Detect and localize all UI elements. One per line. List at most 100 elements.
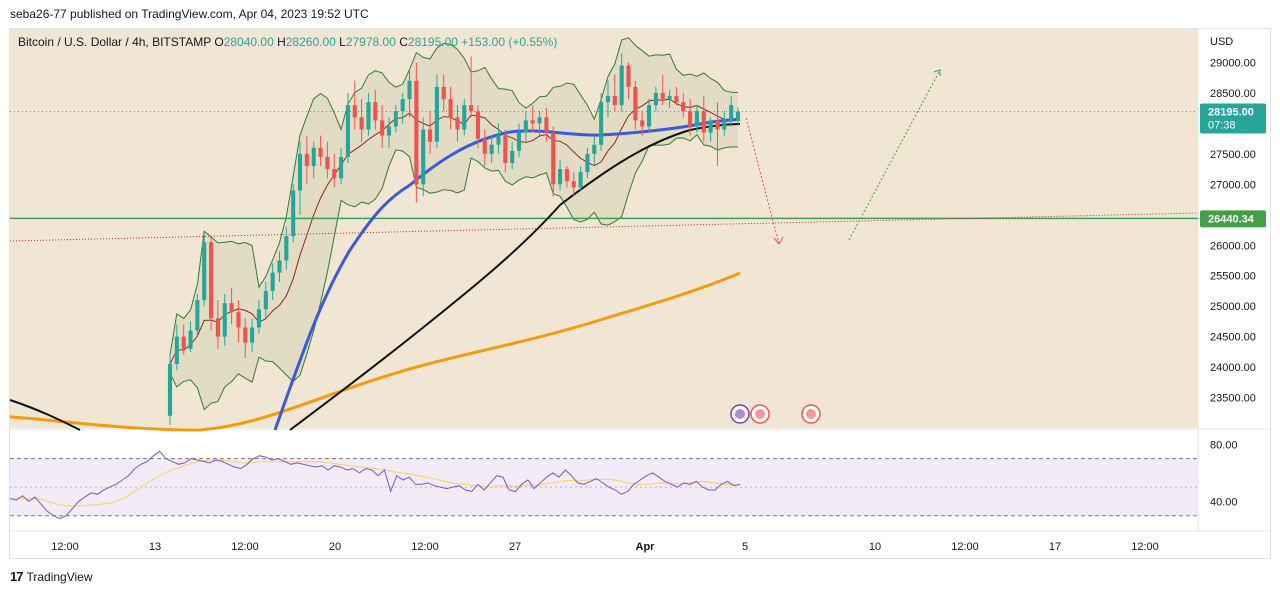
price-tick-label: 24000.00 xyxy=(1210,362,1256,374)
current-price-label: 28195.00 xyxy=(1208,107,1254,119)
candle-body xyxy=(345,105,350,157)
price-tick-label: 25500.00 xyxy=(1210,271,1256,283)
current-price-badge xyxy=(1200,103,1266,134)
candle-body xyxy=(735,111,741,121)
bearish-projection-arrow xyxy=(745,117,780,245)
candle-body xyxy=(722,120,727,130)
time-tick-label: 17 xyxy=(1049,541,1061,553)
time-tick-label: 12:00 xyxy=(951,541,979,553)
low-label: L xyxy=(339,35,346,49)
candle-body xyxy=(174,336,179,365)
rsi-ma-line xyxy=(9,459,741,507)
candle-body xyxy=(209,242,214,319)
open-value: 28040.00 xyxy=(224,35,277,49)
candle-body xyxy=(421,129,426,185)
low-value: 27978.00 xyxy=(346,35,399,49)
candle-body xyxy=(380,120,385,136)
candle-body xyxy=(188,330,193,349)
candle-body xyxy=(612,96,617,106)
candle-body xyxy=(462,105,467,130)
legend-sep: , xyxy=(145,35,152,49)
candle-body xyxy=(236,312,241,328)
candle-body xyxy=(291,190,296,237)
candle-body xyxy=(530,120,535,124)
candle-body xyxy=(571,181,576,188)
currency-label: USD xyxy=(1210,36,1233,48)
candle-body xyxy=(640,120,645,127)
candle-body xyxy=(202,242,207,301)
bollinger-upper-line xyxy=(169,37,739,355)
candle-body xyxy=(544,117,549,133)
rsi-tick-label: 80.00 xyxy=(1210,439,1238,451)
bearish-arrow-head xyxy=(773,236,784,245)
candle-body xyxy=(284,236,289,261)
time-tick-label: 12:00 xyxy=(51,541,79,553)
candle-body xyxy=(585,153,590,173)
candle-body xyxy=(633,86,638,121)
moving-average-200 xyxy=(9,271,741,432)
bullish-projection-arrow xyxy=(848,69,941,241)
candle-body xyxy=(181,336,186,349)
time-tick-label: 10 xyxy=(869,541,881,553)
price-tick-label: 29000.00 xyxy=(1210,58,1256,70)
candle-body xyxy=(215,318,220,337)
candle-body xyxy=(304,153,309,167)
candle-body xyxy=(516,132,522,151)
candle-body xyxy=(681,102,686,112)
candle-body xyxy=(551,132,556,185)
candle-body xyxy=(599,102,604,145)
candle-body xyxy=(619,65,624,106)
candle-body xyxy=(564,169,569,182)
candle-body xyxy=(653,92,658,106)
candle-body xyxy=(455,117,460,130)
candle-body xyxy=(503,135,508,164)
event-icon-dot xyxy=(755,409,765,419)
open-label: O xyxy=(214,35,223,49)
time-tick-label: 27 xyxy=(509,541,521,553)
candle-body xyxy=(427,129,433,142)
candle-body xyxy=(222,303,227,337)
candle-body xyxy=(311,147,316,167)
candle-body xyxy=(694,111,699,127)
price-tick-label: 26000.00 xyxy=(1210,240,1256,252)
candle-body xyxy=(605,96,611,103)
candle-body xyxy=(510,150,515,164)
price-tick-label: 23500.00 xyxy=(1210,393,1256,405)
event-icon-dot xyxy=(806,409,816,419)
interval-label: 4h xyxy=(132,35,145,49)
candle-body xyxy=(448,99,453,118)
time-tick-label: 13 xyxy=(149,541,161,553)
time-tick-label: 12:00 xyxy=(411,541,439,553)
rsi-band-fill xyxy=(10,458,1198,516)
candle-body xyxy=(688,111,693,127)
high-label: H xyxy=(277,35,286,49)
time-tick-label: 12:00 xyxy=(1131,541,1159,553)
tradingview-logo[interactable]: 17 TradingView xyxy=(10,569,93,584)
candle-body xyxy=(359,117,364,130)
candle-body xyxy=(667,96,672,100)
support-price-label: 26440.34 xyxy=(1208,213,1255,225)
price-tick-label: 25000.00 xyxy=(1210,301,1256,313)
tradingview-brand-label: TradingView xyxy=(26,569,93,584)
candle-body xyxy=(660,92,665,100)
candle-body xyxy=(318,147,323,157)
candle-body xyxy=(277,260,282,273)
candle-body xyxy=(646,105,652,127)
event-icon-dot xyxy=(735,409,745,419)
candle-body xyxy=(407,80,412,100)
candle-body xyxy=(270,272,275,291)
time-tick-label: 20 xyxy=(329,541,341,553)
time-tick-label: 5 xyxy=(742,541,748,553)
exchange-label: BITSTAMP xyxy=(152,35,211,49)
candle-body xyxy=(715,120,720,130)
candle-countdown-label: 07:38 xyxy=(1208,120,1236,132)
candle-body xyxy=(592,144,597,154)
chart-frame xyxy=(9,28,1271,559)
chart-svg[interactable]: Bitcoin / U.S. Dollar / 4h, BITSTAMP O28… xyxy=(0,0,1280,560)
candle-body xyxy=(414,80,419,185)
candle-body xyxy=(243,327,248,343)
candle-body xyxy=(626,65,631,87)
red-trend-line xyxy=(9,212,1199,242)
candle-body xyxy=(537,117,542,124)
candle-body xyxy=(469,105,474,112)
